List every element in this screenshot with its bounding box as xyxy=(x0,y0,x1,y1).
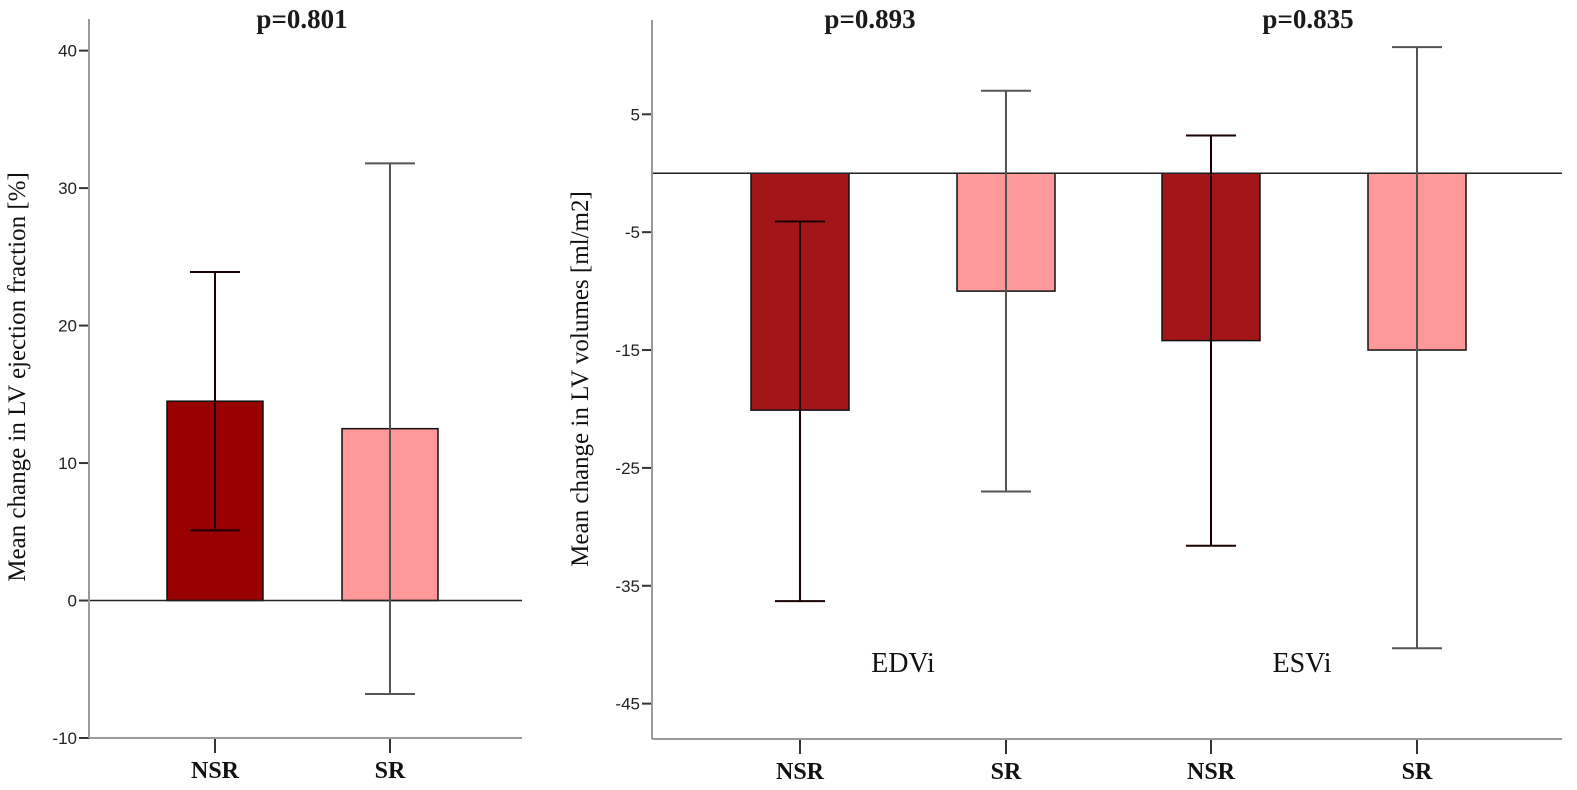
right-x-categories: NSR SR NSR SR xyxy=(776,739,1433,785)
right-bars xyxy=(652,46,1562,650)
right-y-axis-label: Mean change in LV volumes [ml/m2] xyxy=(567,191,594,567)
right-y-ticks: 5 -5 -15 -25 -35 -45 xyxy=(615,105,652,714)
edvi-p-value: p=0.893 xyxy=(824,4,915,34)
y-tick-label: 30 xyxy=(58,179,77,198)
esvi-group-label: ESVi xyxy=(1273,648,1332,679)
y-tick-label: 0 xyxy=(68,592,77,611)
x-category-label: SR xyxy=(991,759,1022,785)
y-tick-label: -35 xyxy=(615,577,640,596)
y-tick-label: -45 xyxy=(615,695,640,714)
left-p-value: p=0.801 xyxy=(256,4,347,34)
y-tick-label: -10 xyxy=(52,729,77,748)
y-tick-label: 20 xyxy=(58,317,77,336)
x-category-label: SR xyxy=(375,758,406,784)
left-y-ticks: 40 30 20 10 0 -10 xyxy=(52,42,89,748)
ejection-fraction-chart: p=0.801 Mean change in LV ejection fract… xyxy=(4,4,522,784)
x-category-label: NSR xyxy=(191,758,240,784)
left-x-categories: NSR SR xyxy=(191,738,406,784)
x-category-label: NSR xyxy=(776,759,825,785)
x-category-label: SR xyxy=(1402,759,1433,785)
y-tick-label: -5 xyxy=(625,223,640,242)
y-tick-label: -25 xyxy=(615,459,640,478)
left-y-axis-label: Mean change in LV ejection fraction [%] xyxy=(4,172,31,582)
lv-volumes-chart: p=0.893 p=0.835 Mean change in LV volume… xyxy=(567,4,1562,785)
edvi-group-label: EDVi xyxy=(871,648,935,679)
y-tick-label: 40 xyxy=(58,42,77,61)
y-tick-label: 5 xyxy=(631,105,640,124)
y-tick-label: -15 xyxy=(615,341,640,360)
left-bars xyxy=(89,162,522,696)
y-tick-label: 10 xyxy=(58,454,77,473)
esvi-p-value: p=0.835 xyxy=(1262,4,1353,34)
x-category-label: NSR xyxy=(1187,759,1236,785)
